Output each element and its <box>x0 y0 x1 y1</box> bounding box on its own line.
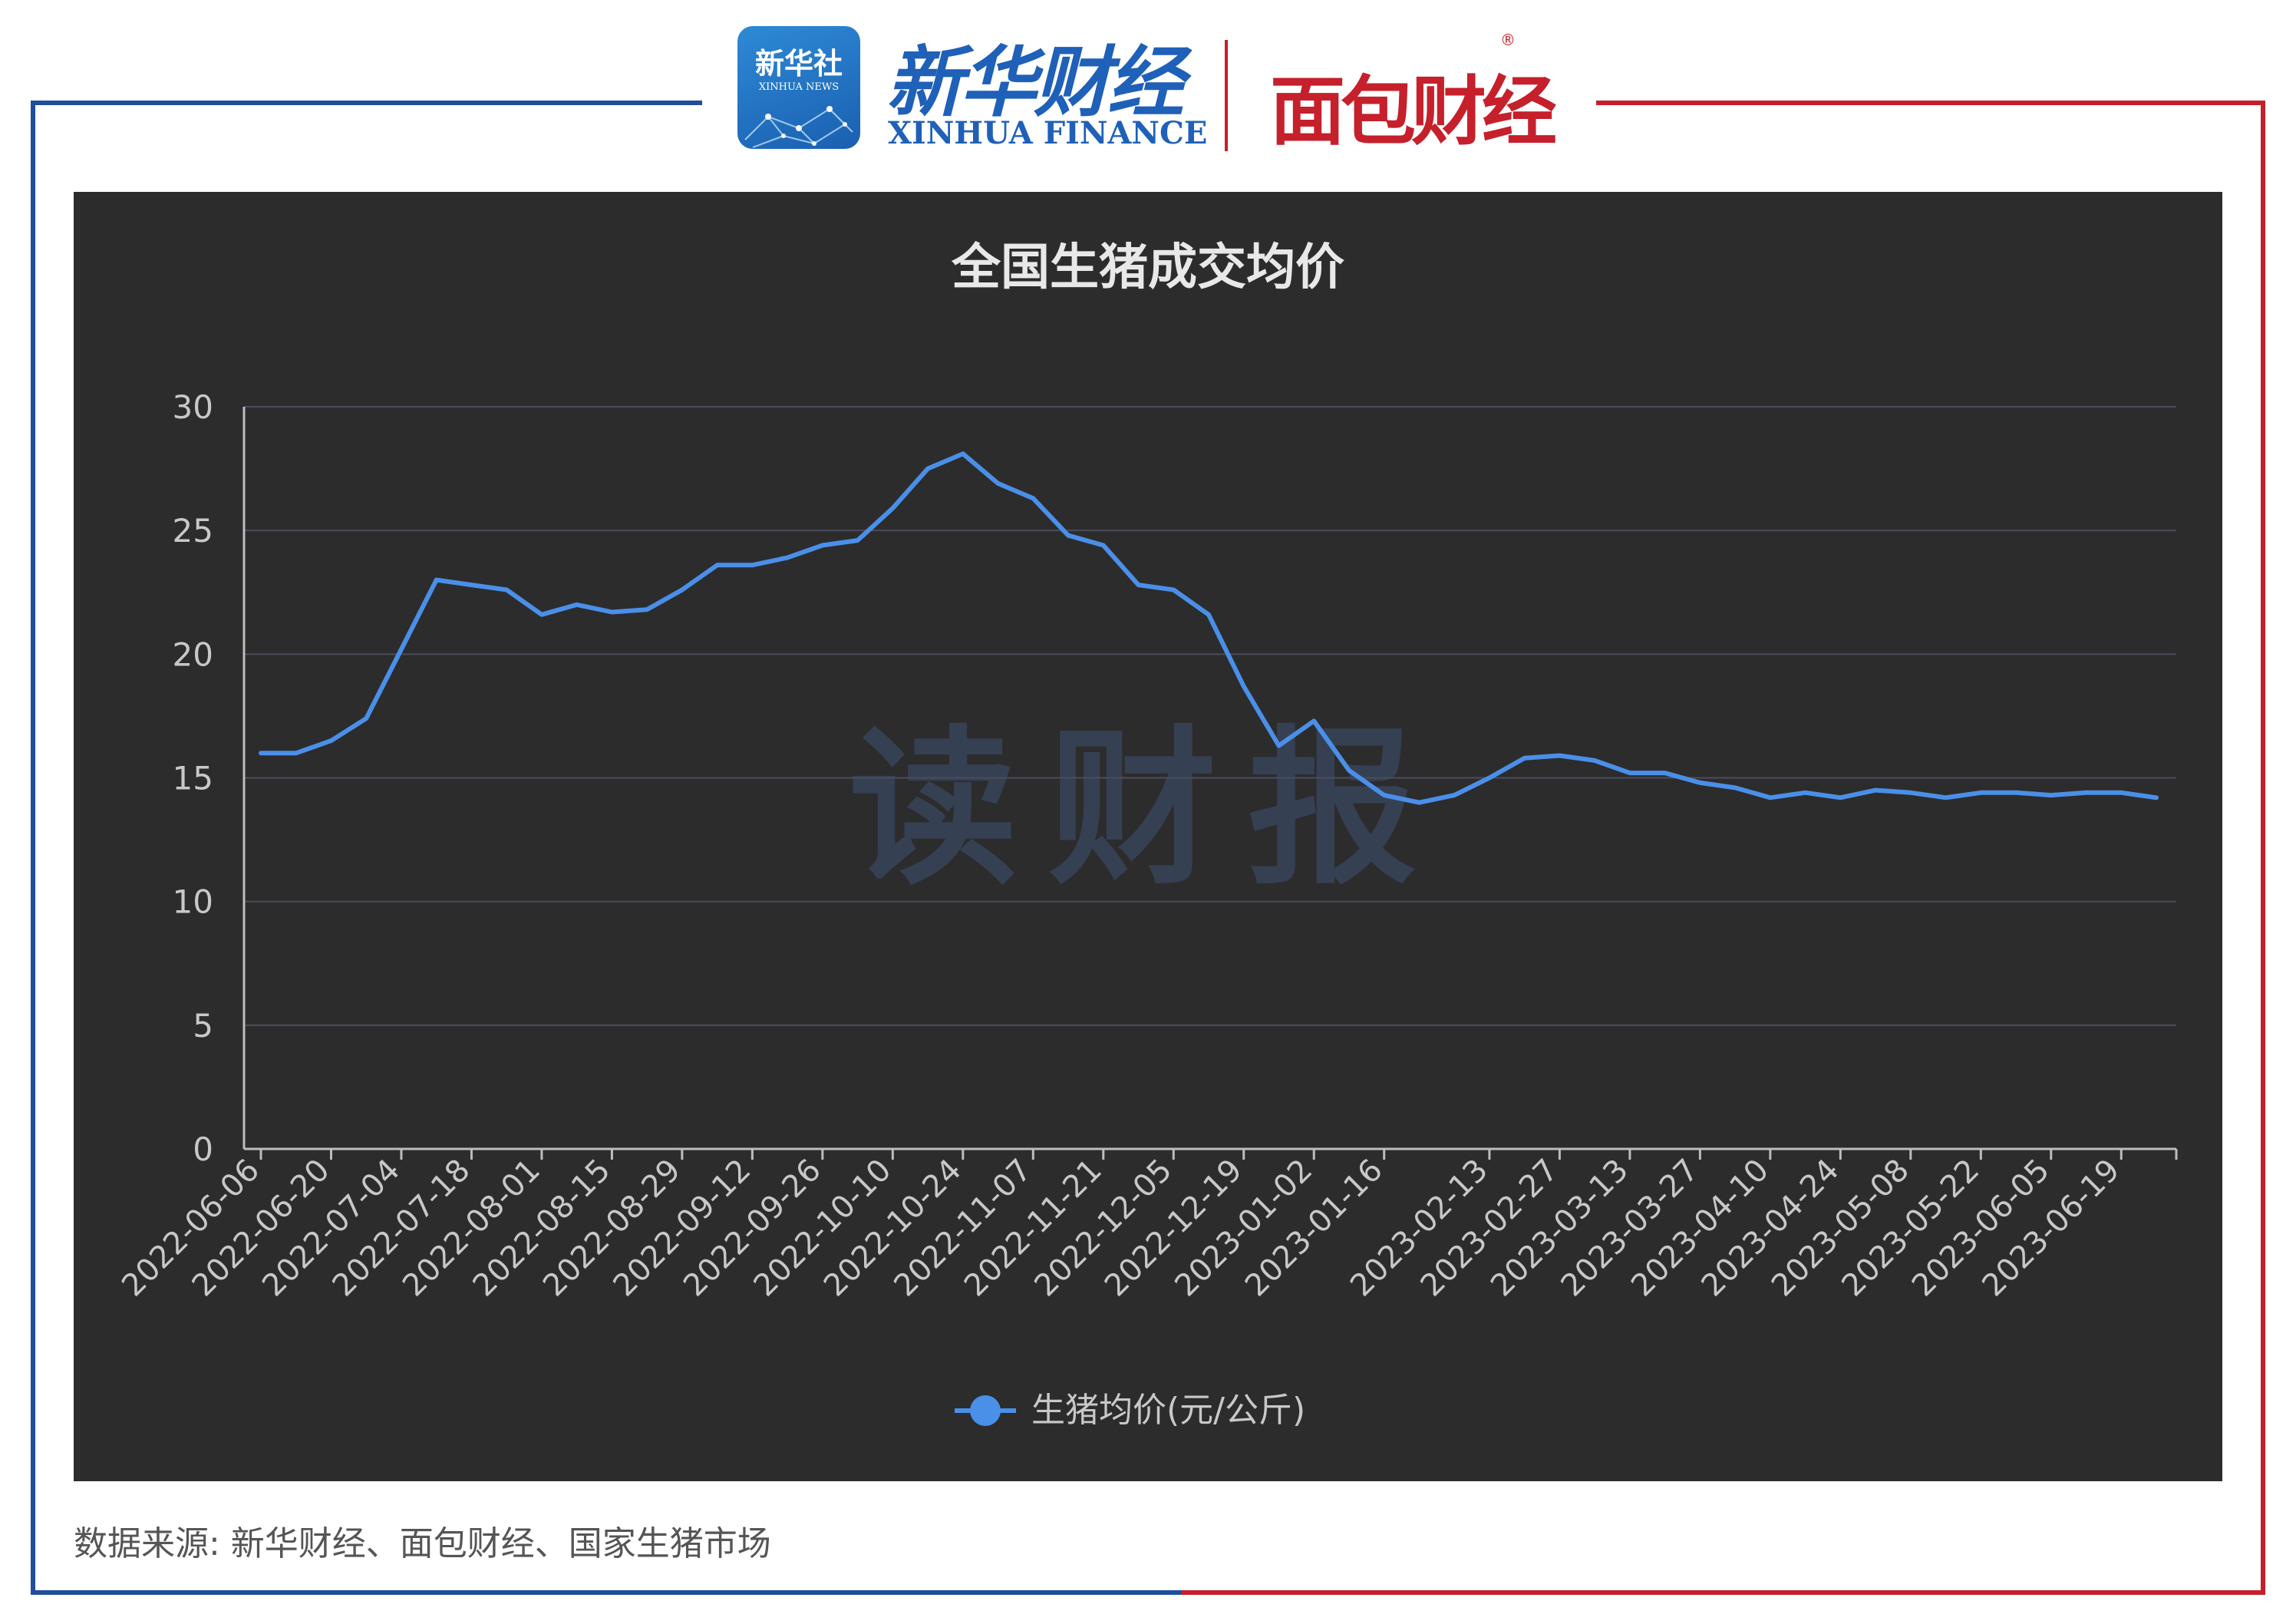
data-point[interactable] <box>741 554 763 576</box>
data-point[interactable] <box>460 574 482 596</box>
data-point[interactable] <box>496 579 517 601</box>
frame-right <box>2261 101 2265 1595</box>
network-globe-icon <box>744 106 853 148</box>
data-point[interactable] <box>1900 782 1922 804</box>
data-point[interactable] <box>1163 579 1184 601</box>
y-tick-label: 0 <box>193 1131 213 1168</box>
data-point[interactable] <box>1057 525 1079 546</box>
data-point[interactable] <box>1724 777 1746 798</box>
data-point[interactable] <box>1654 762 1676 784</box>
data-point[interactable] <box>355 708 377 729</box>
grid-lines <box>244 406 2176 1026</box>
data-point[interactable] <box>2005 782 2027 804</box>
data-point[interactable] <box>1233 675 1255 697</box>
data-point[interactable] <box>1338 760 1360 781</box>
data-point[interactable] <box>988 473 1009 494</box>
data-point[interactable] <box>1268 735 1289 757</box>
x-axis: 2022-06-062022-06-202022-07-042022-07-18… <box>115 1147 2178 1303</box>
data-point[interactable] <box>1128 574 1150 596</box>
frame-top-left <box>31 101 702 105</box>
legend[interactable]: 生猪均价(元/公斤) <box>955 1391 1305 1430</box>
legend-label: 生猪均价(元/公斤) <box>1031 1391 1305 1430</box>
legend-dot-icon <box>970 1395 1001 1426</box>
data-point[interactable] <box>1198 604 1219 626</box>
data-point[interactable] <box>1760 787 1781 808</box>
data-point[interactable] <box>882 497 903 519</box>
registered-mark: ® <box>1500 31 1516 49</box>
y-tick-label: 15 <box>173 760 213 797</box>
data-point[interactable] <box>847 530 869 551</box>
xinhua-logo-cn: 新华社 <box>754 46 843 81</box>
data-point[interactable] <box>320 730 341 751</box>
source-note: 数据来源: 新华财经、面包财经、国家生猪市场 <box>74 1524 771 1563</box>
watermark-text: 读财报 <box>849 711 1447 907</box>
data-point[interactable] <box>671 579 693 601</box>
data-point[interactable] <box>1584 750 1605 771</box>
data-point[interactable] <box>2110 782 2132 804</box>
data-point[interactable] <box>1479 767 1500 789</box>
data-point[interactable] <box>1829 787 1851 808</box>
data-point[interactable] <box>285 742 307 764</box>
series-layer <box>250 443 2167 814</box>
frame-left <box>31 101 35 1595</box>
y-tick-label: 25 <box>173 512 213 550</box>
frame-bottom-right <box>1182 1590 2265 1595</box>
data-point[interactable] <box>391 639 412 660</box>
data-point[interactable] <box>1689 772 1710 794</box>
y-tick-label: 10 <box>173 883 213 921</box>
partner-logo: 面包财经 <box>1270 68 1557 156</box>
chart-title: 全国生猪成交均价 <box>951 239 1344 296</box>
series-line-hog-price[interactable] <box>259 451 2159 805</box>
data-point[interactable] <box>2146 787 2167 808</box>
data-point[interactable] <box>636 599 658 620</box>
data-point[interactable] <box>531 604 553 626</box>
line-chart: 读财报 全国生猪成交均价 0 5 10 15 20 25 30 2022-06-062022… <box>115 239 2178 1430</box>
data-point[interactable] <box>1303 710 1324 731</box>
data-point[interactable] <box>812 535 833 556</box>
data-point[interactable] <box>426 569 447 591</box>
y-tick-label: 5 <box>193 1007 213 1045</box>
chart-panel: 读财报 全国生猪成交均价 0 5 10 15 20 25 30 2022-06-06 2022… <box>74 192 2222 1481</box>
data-point[interactable] <box>1374 784 1395 806</box>
data-point[interactable] <box>1865 780 1886 801</box>
data-point[interactable] <box>1935 787 1957 808</box>
data-point[interactable] <box>1619 762 1641 784</box>
y-tick-label: 20 <box>173 635 213 673</box>
data-point[interactable] <box>1408 792 1430 814</box>
data-point[interactable] <box>1795 782 1816 804</box>
xinhua-finance-logo: 新华财经 XINHUA FINANCE <box>886 17 1207 155</box>
data-point[interactable] <box>566 594 588 616</box>
xinhua-news-logo: 新华社 XINHUA NEWS <box>737 26 860 149</box>
frame-bottom-left <box>31 1590 1182 1595</box>
data-point[interactable] <box>1970 782 1991 804</box>
data-point[interactable] <box>1443 784 1465 806</box>
data-point[interactable] <box>707 554 728 576</box>
data-point[interactable] <box>1514 748 1536 769</box>
data-point[interactable] <box>250 742 272 764</box>
data-point[interactable] <box>1549 744 1570 766</box>
data-point[interactable] <box>2076 782 2097 804</box>
logo-divider <box>1225 40 1228 151</box>
header-logos: 新华社 XINHUA NEWS 新华财经 XINHUA FINANCE 面包财经… <box>733 17 1596 159</box>
data-point[interactable] <box>777 547 798 569</box>
y-tick-label: 30 <box>173 388 213 426</box>
data-point[interactable] <box>601 602 622 623</box>
brand-en: XINHUA FINANCE <box>888 115 1208 151</box>
brand-cn: 新华财经 <box>886 37 1184 127</box>
data-point[interactable] <box>917 458 939 480</box>
xinhua-logo-en: XINHUA NEWS <box>758 81 840 93</box>
y-axis: 0 5 10 15 20 25 30 <box>173 388 246 1168</box>
frame-top-right <box>1596 101 2265 105</box>
data-point[interactable] <box>1093 535 1114 556</box>
data-point[interactable] <box>2040 784 2062 806</box>
data-point[interactable] <box>1022 487 1044 509</box>
data-point[interactable] <box>952 443 974 464</box>
